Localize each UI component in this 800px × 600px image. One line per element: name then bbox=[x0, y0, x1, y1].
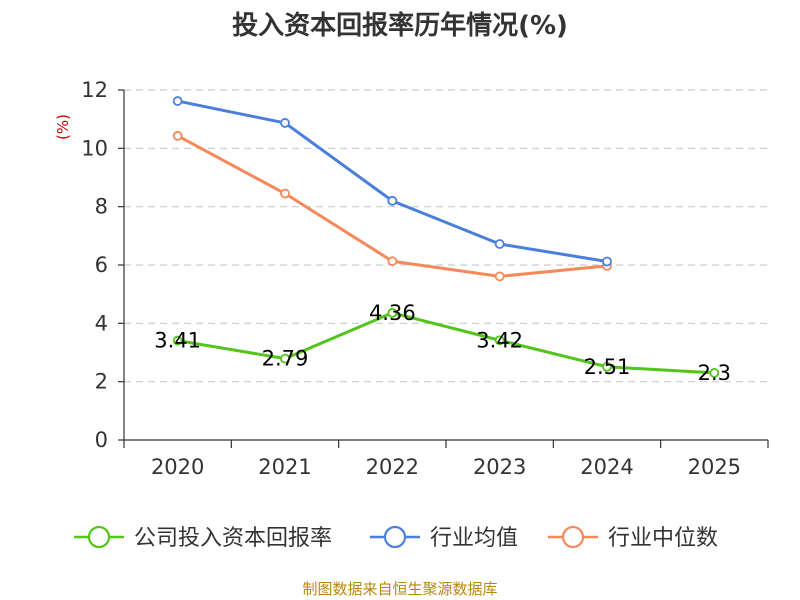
x-tick-label-2020: 2020 bbox=[151, 455, 204, 479]
chart-title: 投入资本回报率历年情况(%) bbox=[232, 10, 568, 41]
x-tick-label-2021: 2021 bbox=[258, 455, 311, 479]
series-2 bbox=[172, 130, 612, 282]
legend-swatch-marker-0 bbox=[87, 525, 111, 549]
x-tick-label-2022: 2022 bbox=[366, 455, 419, 479]
series-2-point-2023 bbox=[494, 271, 505, 282]
series-1-point-2020 bbox=[172, 96, 183, 106]
y-tick-label-6: 6 bbox=[95, 253, 108, 277]
y-tick-label-10: 10 bbox=[81, 136, 108, 160]
x-tick-label-2025: 2025 bbox=[688, 455, 741, 479]
legend: 公司投入资本回报率 行业均值 行业中位数 bbox=[74, 525, 718, 551]
y-axis-label: (%) bbox=[54, 114, 72, 140]
legend-swatch-marker-1 bbox=[383, 525, 407, 549]
legend-label-1: 行业均值 bbox=[430, 526, 518, 551]
series-0-point-2021 bbox=[280, 353, 290, 364]
series-0-point-2023 bbox=[494, 335, 505, 346]
series-0-point-2022 bbox=[387, 307, 398, 318]
x-tick-label-2024: 2024 bbox=[580, 455, 633, 479]
series-0-point-2025 bbox=[709, 368, 720, 378]
series-layer: 3.41 2.79 4.36 3.42 2.51 2.3 bbox=[154, 96, 731, 385]
series-0-point-2020 bbox=[172, 335, 183, 346]
series-1-point-2021 bbox=[280, 118, 290, 128]
series-0-line bbox=[176, 311, 716, 375]
y-tick-label-8: 8 bbox=[95, 195, 108, 219]
series-1 bbox=[172, 96, 612, 267]
series-1-point-2023 bbox=[494, 239, 505, 249]
series-2-point-2020 bbox=[172, 130, 183, 141]
y-tick-label-0: 0 bbox=[95, 428, 108, 452]
y-tick-label-12: 12 bbox=[81, 78, 108, 102]
series-0: 3.41 2.79 4.36 3.42 2.51 2.3 bbox=[154, 301, 731, 385]
series-0-label-2023: 3.42 bbox=[476, 328, 523, 352]
grid-lines bbox=[124, 89, 768, 383]
series-2-point-2022 bbox=[387, 256, 398, 267]
series-1-point-2022 bbox=[387, 195, 398, 206]
series-1-point-2024 bbox=[602, 256, 612, 267]
series-0-label-2022: 4.36 bbox=[369, 301, 416, 325]
legend-item-1: 行业均值 bbox=[370, 525, 518, 551]
legend-item-2: 行业中位数 bbox=[548, 525, 718, 551]
series-0-label-2025: 2.3 bbox=[698, 361, 731, 385]
y-tick-label-2: 2 bbox=[95, 370, 108, 394]
series-2-point-2021 bbox=[280, 188, 290, 199]
series-0-label-2020: 3.41 bbox=[154, 329, 201, 353]
series-1-line bbox=[176, 99, 609, 263]
series-0-point-2024 bbox=[602, 361, 612, 372]
legend-swatch-marker-2 bbox=[561, 525, 585, 549]
axes: 0 2 4 6 8 10 12 2020 2021 2022 2023 2024 2025 bbox=[81, 78, 769, 479]
legend-item-0: 公司投入资本回报率 bbox=[74, 525, 332, 551]
legend-label-2: 行业中位数 bbox=[608, 526, 718, 551]
legend-label-0: 公司投入资本回报率 bbox=[134, 526, 332, 551]
x-tick-label-2023: 2023 bbox=[473, 455, 526, 479]
series-0-label-2021: 2.79 bbox=[262, 347, 309, 371]
series-0-label-2024: 2.51 bbox=[584, 355, 631, 379]
y-tick-label-4: 4 bbox=[95, 311, 108, 335]
source-note: 制图数据来自恒生聚源数据库 bbox=[302, 580, 497, 598]
